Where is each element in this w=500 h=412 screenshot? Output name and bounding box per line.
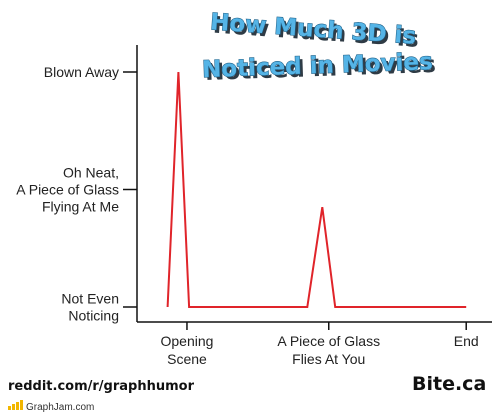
x-tick-label: End bbox=[454, 333, 479, 349]
chart-title: How Much 3D is How Much 3D is Noticed in… bbox=[201, 9, 436, 86]
x-ticks: Opening Scene A Piece of Glass Flies At You… bbox=[160, 322, 479, 367]
graphjam-bars-icon bbox=[8, 400, 23, 410]
y-tick-label: Oh Neat, bbox=[63, 165, 119, 181]
source-text: reddit.com/r/graphhumor bbox=[8, 379, 195, 394]
site-text: GraphJam.com bbox=[26, 402, 94, 412]
y-tick-label: Blown Away bbox=[44, 64, 119, 80]
x-tick-label: Opening bbox=[160, 333, 213, 349]
brand-logo-text: Bite.ca bbox=[412, 373, 486, 395]
x-tick-label: A Piece of Glass bbox=[277, 333, 380, 349]
y-tick-label: A Piece of Glass bbox=[16, 182, 119, 198]
x-tick-label: Scene bbox=[167, 351, 207, 367]
series-group bbox=[166, 71, 467, 308]
series-line bbox=[166, 71, 467, 308]
y-tick-label: Flying At Me bbox=[42, 199, 119, 215]
x-tick-label: Flies At You bbox=[292, 351, 365, 367]
footer: reddit.com/r/graphhumor Bite.ca GraphJam… bbox=[8, 373, 486, 412]
y-tick-label: Noticing bbox=[68, 308, 119, 324]
y-tick-label: Not Even bbox=[61, 291, 119, 307]
